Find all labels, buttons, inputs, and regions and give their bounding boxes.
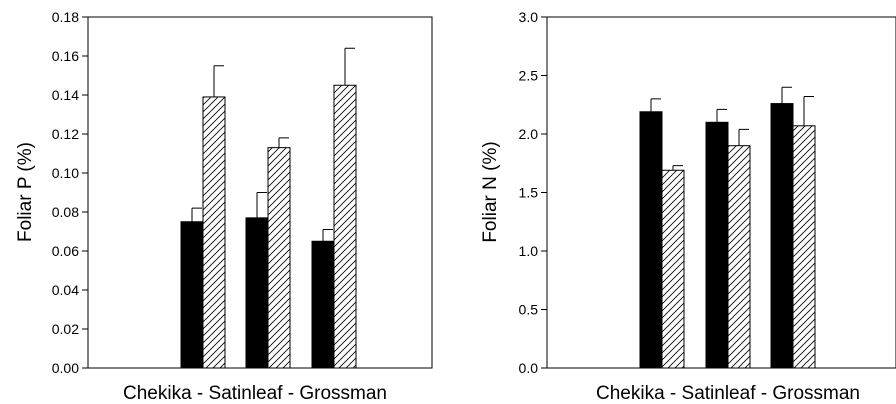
chart-foliar-n: 0.0 0.5 1.0 1.5 2.0 2.5 3.0 Foliar N (%) Cheki…	[480, 9, 896, 404]
y-tick-label: 0.12	[52, 126, 79, 142]
error-bar	[322, 229, 333, 242]
y-tick-label: 0.5	[519, 302, 539, 318]
bar-satinleaf-hatched	[267, 147, 291, 369]
y-tick-label: 0.18	[52, 9, 79, 25]
bar-satinleaf-solid	[245, 217, 269, 369]
chart-foliar-p: 0.00 0.02 0.04 0.06 0.08 0.10 0.12 0.14 0.16 0.18…	[15, 9, 433, 404]
y-tick-label: 0.04	[52, 282, 79, 298]
y-tick-label: 0.16	[52, 48, 79, 64]
error-bar	[803, 96, 814, 126]
error-bar	[650, 98, 661, 112]
bars	[639, 86, 816, 369]
error-bar	[716, 108, 727, 123]
bar-grossman-solid	[311, 240, 335, 369]
y-tick-label: 0.06	[52, 243, 79, 259]
error-bar	[344, 47, 355, 86]
error-bar	[191, 207, 202, 222]
bar-satinleaf-solid	[705, 121, 729, 369]
y-tick-label: 1.5	[519, 185, 539, 201]
bar-grossman-hatched	[333, 84, 357, 369]
x-axis-label: Chekika - Satinleaf - Grossman	[123, 383, 387, 404]
bar-chekika-solid	[180, 221, 204, 369]
y-tick-label: 0.10	[52, 165, 79, 181]
y-tick-label: 3.0	[519, 9, 539, 25]
y-axis-ticks	[541, 16, 547, 369]
y-tick-label: 0.02	[52, 321, 79, 337]
y-axis-label: Foliar N (%)	[480, 141, 501, 242]
y-axis-tick-labels: 0.0 0.5 1.0 1.5 2.0 2.5 3.0	[519, 9, 539, 376]
error-bar	[213, 65, 224, 97]
y-tick-label: 2.0	[519, 126, 539, 142]
bar-chekika-solid	[639, 111, 663, 369]
error-bar	[672, 165, 683, 171]
error-bar	[738, 128, 749, 146]
x-axis-label: Chekika - Satinleaf - Grossman	[596, 383, 860, 404]
error-bar	[256, 192, 267, 218]
bar-grossman-solid	[770, 103, 794, 369]
bar-chekika-hatched	[661, 169, 685, 369]
y-tick-label: 0.14	[52, 87, 79, 103]
y-tick-label: 0.00	[52, 360, 79, 376]
bar-satinleaf-hatched	[727, 145, 751, 369]
y-axis-label: Foliar P (%)	[15, 142, 36, 242]
error-bar	[278, 137, 289, 148]
error-bar	[781, 86, 792, 104]
bars	[180, 47, 357, 369]
y-axis-ticks	[82, 16, 88, 369]
y-tick-label: 0.0	[519, 360, 539, 376]
y-tick-label: 0.08	[52, 204, 79, 220]
y-tick-label: 1.0	[519, 243, 539, 259]
bar-chekika-hatched	[202, 96, 226, 369]
y-tick-label: 2.5	[519, 68, 539, 84]
y-axis-tick-labels: 0.00 0.02 0.04 0.06 0.08 0.10 0.12 0.14 0.16 0.18	[52, 9, 79, 376]
bar-grossman-hatched	[792, 125, 816, 369]
